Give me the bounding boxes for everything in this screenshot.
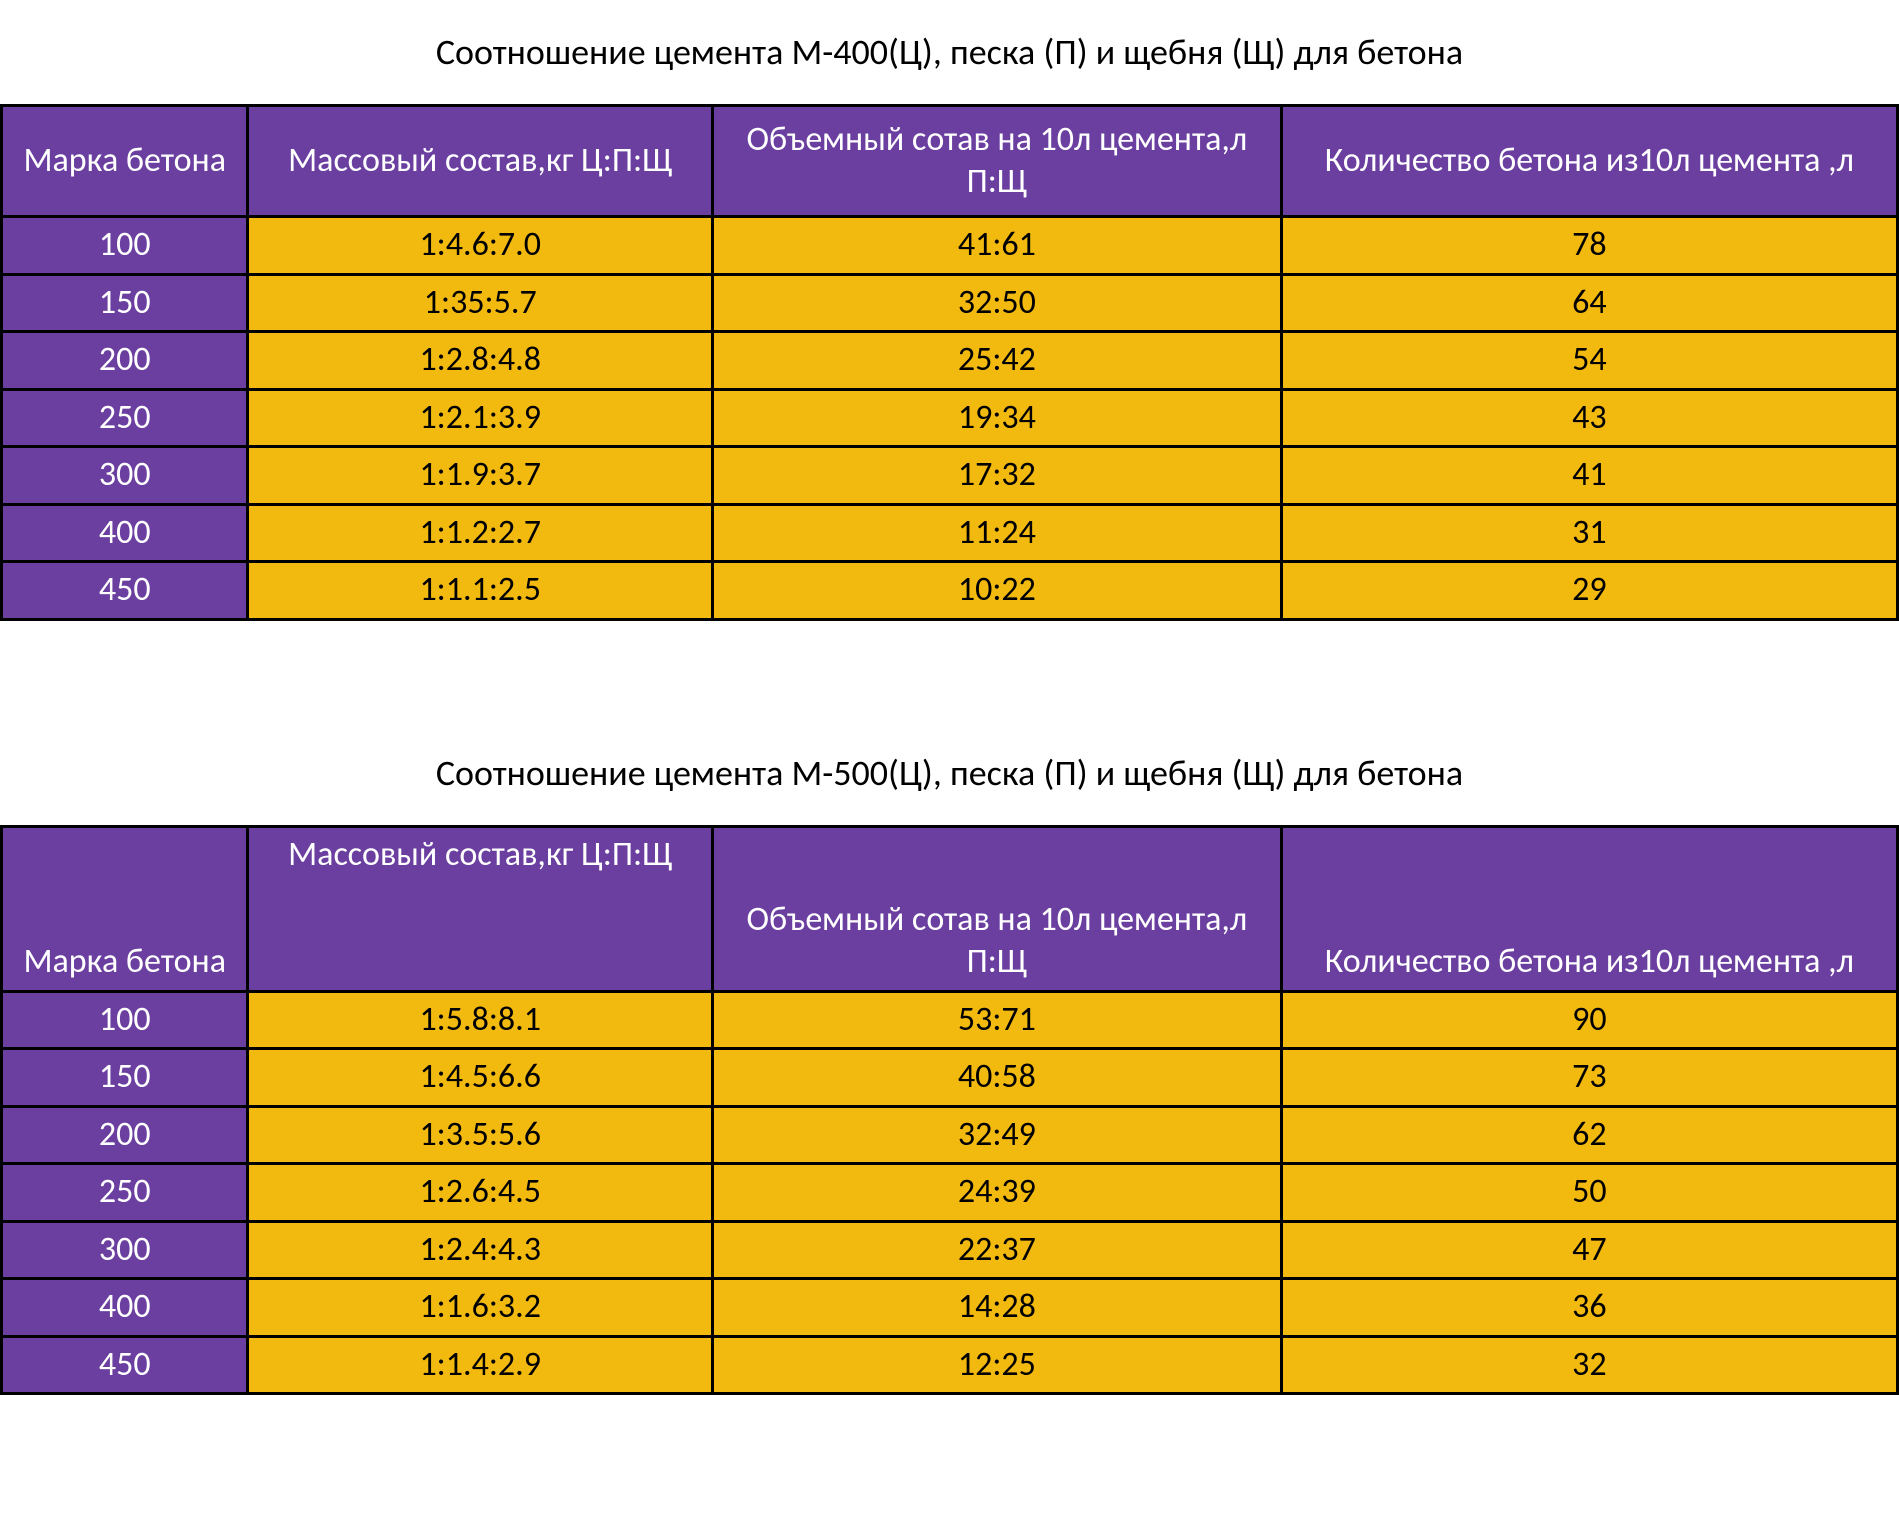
table-row: 450 1:1.4:2.9 12:25 32 [2, 1336, 1898, 1394]
row-cell: 1:4.5:6.6 [248, 1049, 713, 1107]
row-cell: 64 [1281, 274, 1897, 332]
table2-col-header: Марка бетона [2, 826, 248, 991]
row-label: 150 [2, 274, 248, 332]
row-cell: 32 [1281, 1336, 1897, 1394]
table1-col-header: Объемный сотав на 10л цемента,л П:Щ [712, 106, 1281, 217]
row-cell: 1:2.8:4.8 [248, 332, 713, 390]
row-label: 250 [2, 389, 248, 447]
row-cell: 32:49 [712, 1106, 1281, 1164]
row-cell: 1:4.6:7.0 [248, 217, 713, 275]
row-cell: 11:24 [712, 504, 1281, 562]
row-cell: 62 [1281, 1106, 1897, 1164]
row-cell: 19:34 [712, 389, 1281, 447]
row-cell: 1:1.1:2.5 [248, 562, 713, 620]
row-cell: 1:35:5.7 [248, 274, 713, 332]
table1-col-header: Массовый состав,кг Ц:П:Щ [248, 106, 713, 217]
table-row: 200 1:3.5:5.6 32:49 62 [2, 1106, 1898, 1164]
table2-body: 100 1:5.8:8.1 53:71 90 150 1:4.5:6.6 40:… [2, 991, 1898, 1394]
table2-col-header: Объемный сотав на 10л цемента,л П:Щ [712, 826, 1281, 991]
row-cell: 29 [1281, 562, 1897, 620]
row-cell: 24:39 [712, 1164, 1281, 1222]
row-cell: 25:42 [712, 332, 1281, 390]
row-cell: 22:37 [712, 1221, 1281, 1279]
row-cell: 10:22 [712, 562, 1281, 620]
row-label: 400 [2, 504, 248, 562]
row-cell: 54 [1281, 332, 1897, 390]
row-cell: 41:61 [712, 217, 1281, 275]
row-label: 300 [2, 447, 248, 505]
table-row: 100 1:4.6:7.0 41:61 78 [2, 217, 1898, 275]
table-row: 250 1:2.6:4.5 24:39 50 [2, 1164, 1898, 1222]
row-cell: 78 [1281, 217, 1897, 275]
row-cell: 1:5.8:8.1 [248, 991, 713, 1049]
row-cell: 1:2.1:3.9 [248, 389, 713, 447]
row-label: 100 [2, 991, 248, 1049]
row-cell: 12:25 [712, 1336, 1281, 1394]
row-label: 100 [2, 217, 248, 275]
row-label: 250 [2, 1164, 248, 1222]
table2-header-row: Марка бетона Массовый состав,кг Ц:П:Щ Об… [2, 826, 1898, 991]
table-row: 250 1:2.1:3.9 19:34 43 [2, 389, 1898, 447]
row-cell: 1:1.6:3.2 [248, 1279, 713, 1337]
row-cell: 17:32 [712, 447, 1281, 505]
row-cell: 1:1.9:3.7 [248, 447, 713, 505]
table-row: 150 1:35:5.7 32:50 64 [2, 274, 1898, 332]
table-row: 300 1:2.4:4.3 22:37 47 [2, 1221, 1898, 1279]
table-row: 400 1:1.2:2.7 11:24 31 [2, 504, 1898, 562]
row-cell: 1:1.2:2.7 [248, 504, 713, 562]
row-cell: 14:28 [712, 1279, 1281, 1337]
table1-col-header: Количество бетона из10л цемента ,л [1281, 106, 1897, 217]
row-label: 150 [2, 1049, 248, 1107]
row-cell: 47 [1281, 1221, 1897, 1279]
table-row: 400 1:1.6:3.2 14:28 36 [2, 1279, 1898, 1337]
table-row: 100 1:5.8:8.1 53:71 90 [2, 991, 1898, 1049]
row-label: 400 [2, 1279, 248, 1337]
row-cell: 73 [1281, 1049, 1897, 1107]
table2-col-header: Количество бетона из10л цемента ,л [1281, 826, 1897, 991]
table2-col-header: Массовый состав,кг Ц:П:Щ [248, 826, 713, 991]
table1-header-row: Марка бетона Массовый состав,кг Ц:П:Щ Об… [2, 106, 1898, 217]
row-cell: 31 [1281, 504, 1897, 562]
row-label: 200 [2, 332, 248, 390]
row-cell: 50 [1281, 1164, 1897, 1222]
row-cell: 41 [1281, 447, 1897, 505]
row-cell: 90 [1281, 991, 1897, 1049]
table-row: 450 1:1.1:2.5 10:22 29 [2, 562, 1898, 620]
table-row: 150 1:4.5:6.6 40:58 73 [2, 1049, 1898, 1107]
row-cell: 1:2.4:4.3 [248, 1221, 713, 1279]
row-label: 450 [2, 1336, 248, 1394]
row-label: 450 [2, 562, 248, 620]
row-label: 200 [2, 1106, 248, 1164]
table1-body: 100 1:4.6:7.0 41:61 78 150 1:35:5.7 32:5… [2, 217, 1898, 620]
table2-title: Соотношение цемента М-500(Ц), песка (П) … [0, 751, 1899, 795]
row-cell: 1:3.5:5.6 [248, 1106, 713, 1164]
table2: Марка бетона Массовый состав,кг Ц:П:Щ Об… [0, 825, 1899, 1396]
row-cell: 43 [1281, 389, 1897, 447]
row-cell: 40:58 [712, 1049, 1281, 1107]
table-row: 200 1:2.8:4.8 25:42 54 [2, 332, 1898, 390]
table1-title: Соотношение цемента М-400(Ц), песка (П) … [0, 30, 1899, 74]
table1: Марка бетона Массовый состав,кг Ц:П:Щ Об… [0, 104, 1899, 621]
row-label: 300 [2, 1221, 248, 1279]
row-cell: 32:50 [712, 274, 1281, 332]
row-cell: 36 [1281, 1279, 1897, 1337]
row-cell: 53:71 [712, 991, 1281, 1049]
table-row: 300 1:1.9:3.7 17:32 41 [2, 447, 1898, 505]
table1-col-header: Марка бетона [2, 106, 248, 217]
row-cell: 1:2.6:4.5 [248, 1164, 713, 1222]
row-cell: 1:1.4:2.9 [248, 1336, 713, 1394]
